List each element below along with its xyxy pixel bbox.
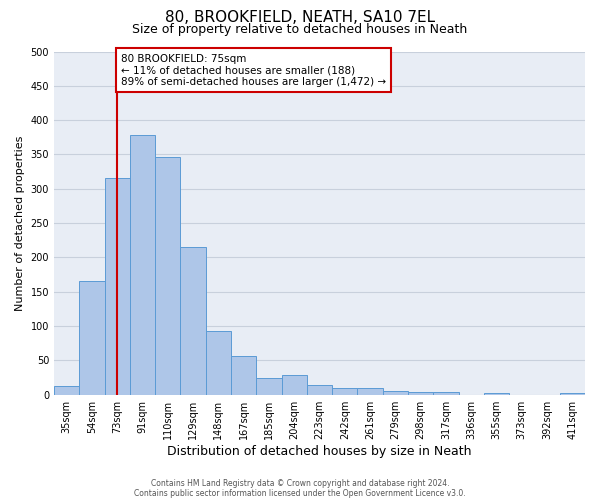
Bar <box>560 392 585 394</box>
Bar <box>54 386 79 394</box>
Text: 80, BROOKFIELD, NEATH, SA10 7EL: 80, BROOKFIELD, NEATH, SA10 7EL <box>165 10 435 25</box>
X-axis label: Distribution of detached houses by size in Neath: Distribution of detached houses by size … <box>167 444 472 458</box>
Bar <box>206 331 231 394</box>
Bar <box>332 388 358 394</box>
Bar <box>231 356 256 395</box>
Text: 80 BROOKFIELD: 75sqm
← 11% of detached houses are smaller (188)
89% of semi-deta: 80 BROOKFIELD: 75sqm ← 11% of detached h… <box>121 54 386 87</box>
Bar <box>79 282 104 395</box>
Text: Contains HM Land Registry data © Crown copyright and database right 2024.: Contains HM Land Registry data © Crown c… <box>151 478 449 488</box>
Bar <box>181 247 206 394</box>
Bar <box>408 392 433 394</box>
Bar <box>433 392 458 394</box>
Bar <box>307 385 332 394</box>
Text: Contains public sector information licensed under the Open Government Licence v3: Contains public sector information licen… <box>134 488 466 498</box>
Bar <box>256 378 281 394</box>
Y-axis label: Number of detached properties: Number of detached properties <box>15 136 25 311</box>
Bar <box>281 375 307 394</box>
Bar <box>484 392 509 394</box>
Bar <box>155 157 181 394</box>
Bar <box>104 178 130 394</box>
Text: Size of property relative to detached houses in Neath: Size of property relative to detached ho… <box>133 22 467 36</box>
Bar <box>383 390 408 394</box>
Bar <box>358 388 383 394</box>
Bar <box>130 135 155 394</box>
